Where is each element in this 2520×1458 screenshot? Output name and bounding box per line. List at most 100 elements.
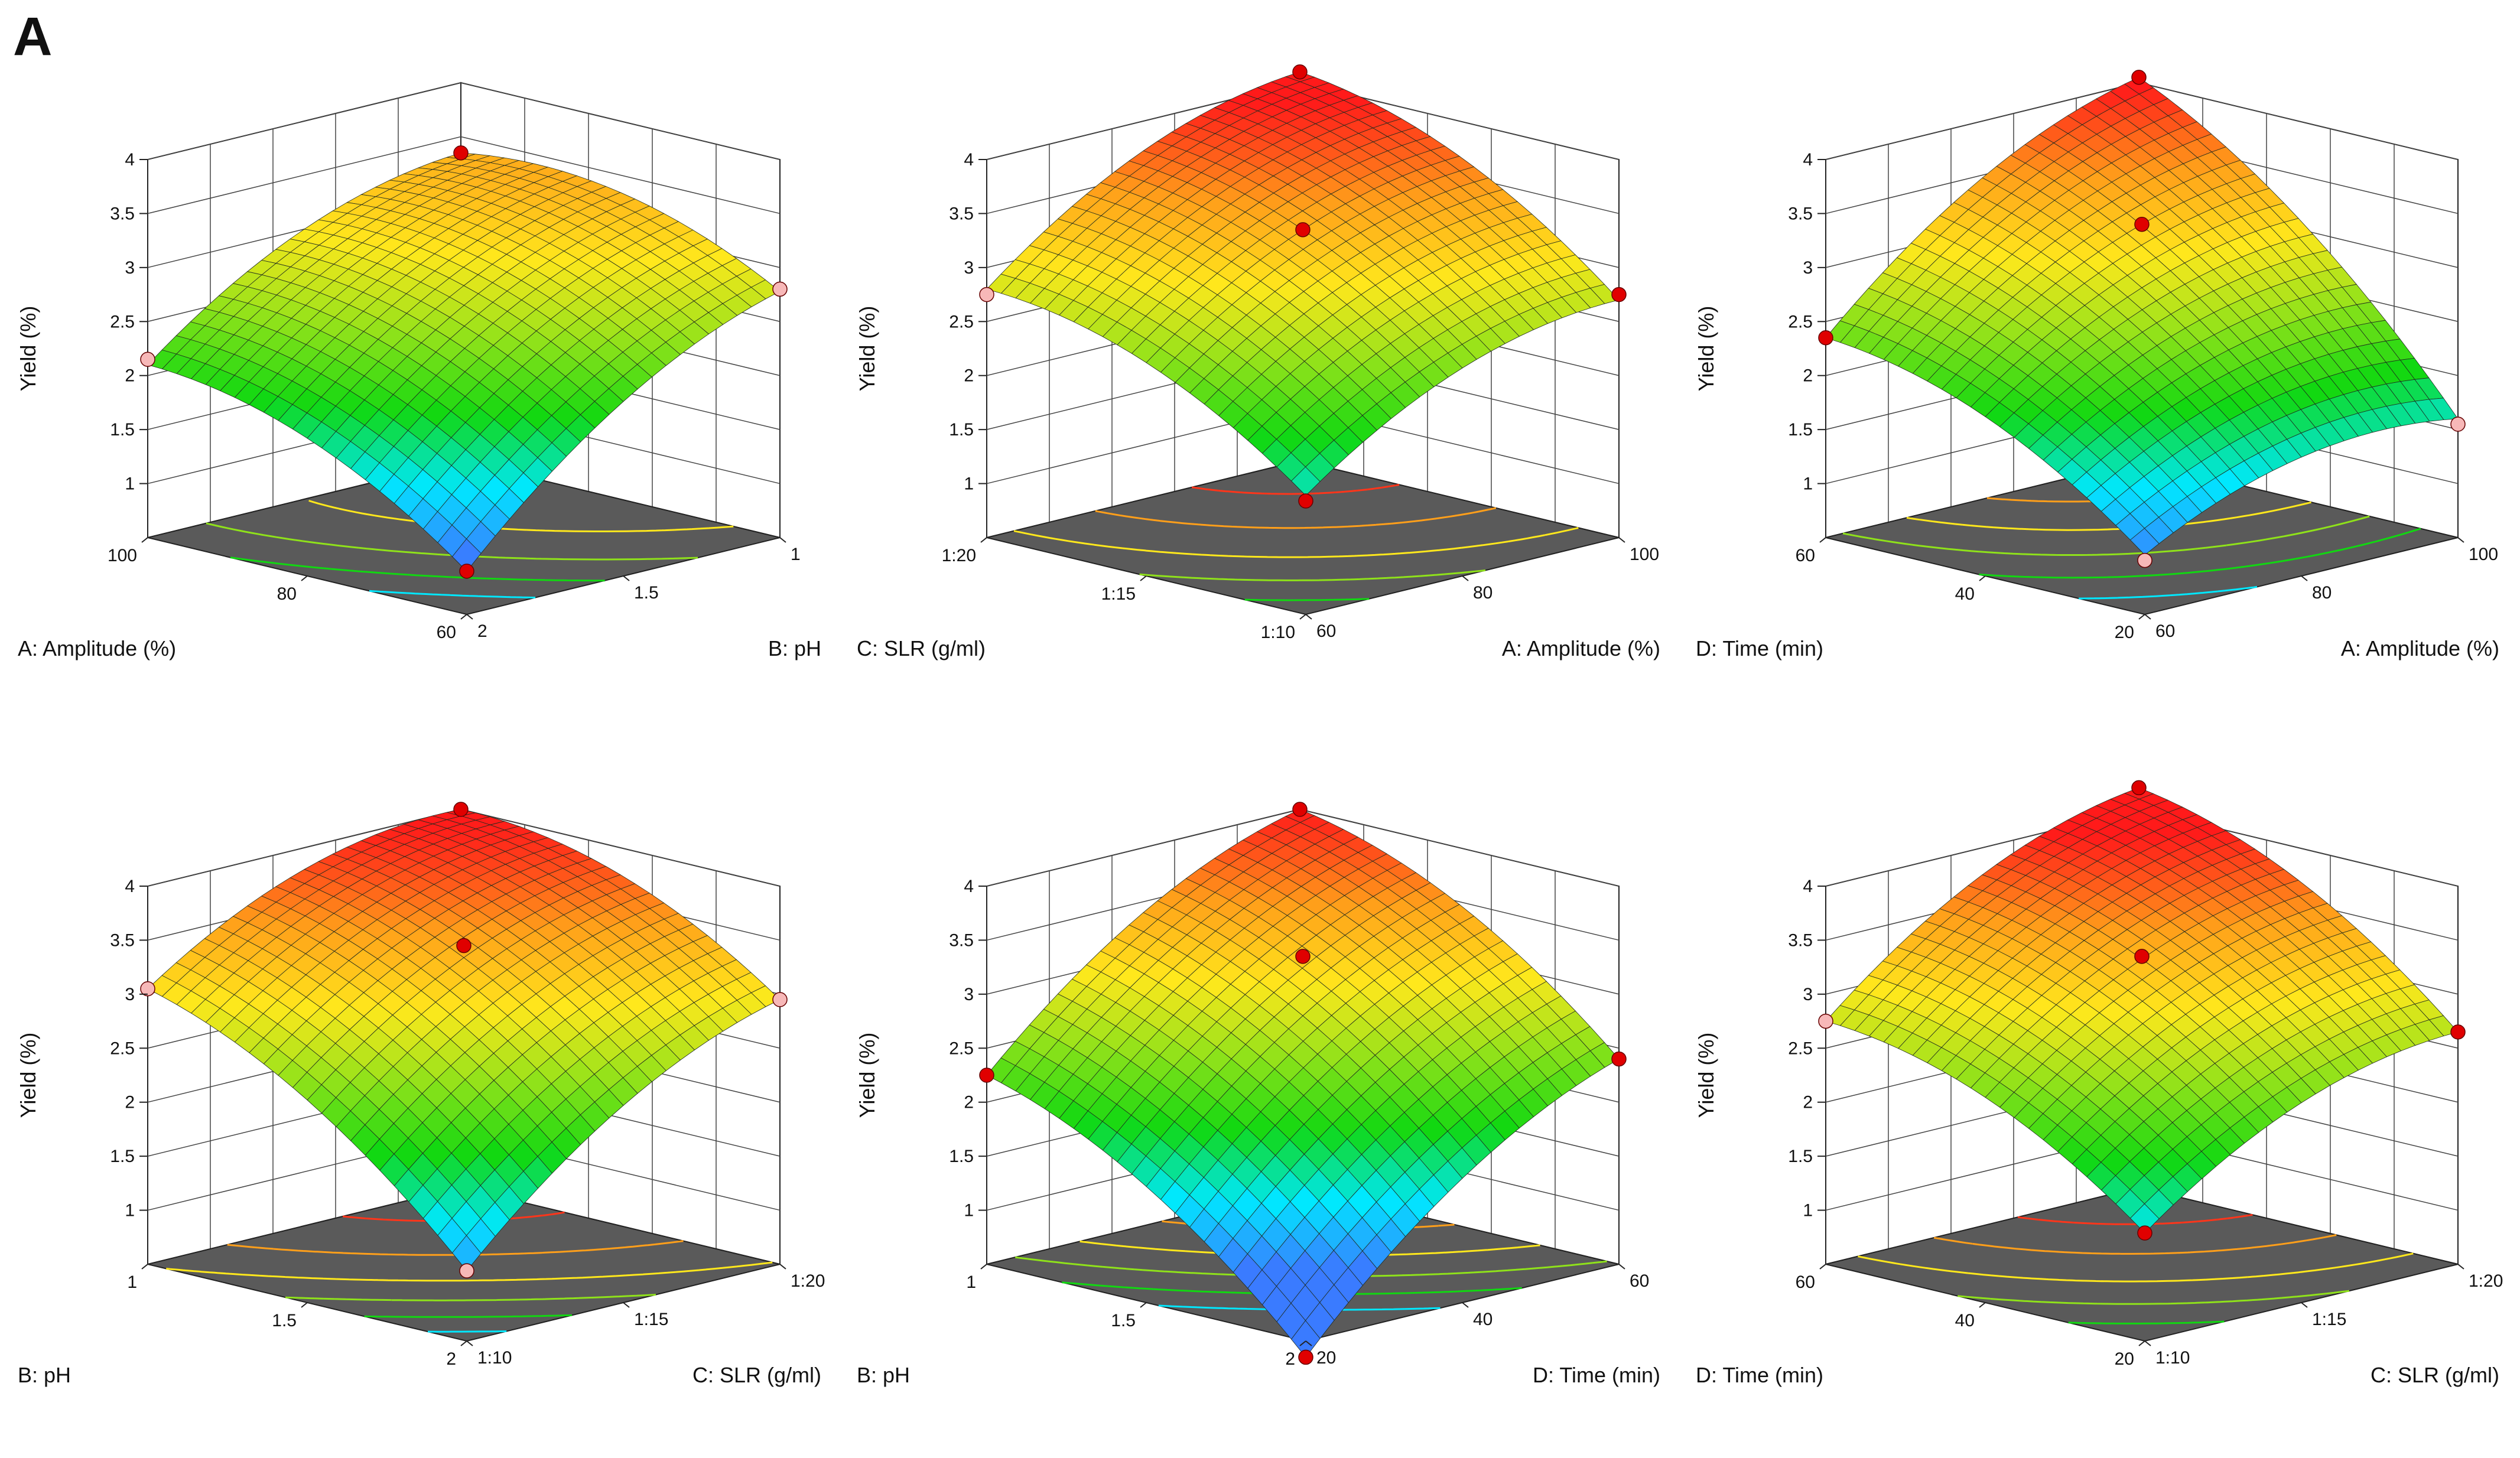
x-tick-label: 20 — [2115, 1349, 2134, 1369]
z-tick-label: 3.5 — [949, 930, 974, 950]
surface-plot-ph-time: 1 1.5 2 2.5 3 3.5 4 Yield (%) 1 1.5 2 B: pH 60 40 20 D:… — [855, 802, 1660, 1387]
y-tick — [1462, 1302, 1469, 1308]
contour-line — [369, 590, 536, 598]
design-point — [1295, 949, 1311, 964]
z-tick-label: 4 — [1803, 877, 1813, 896]
y-tick — [466, 1340, 473, 1346]
design-point — [2131, 70, 2147, 85]
x-tick — [141, 537, 148, 543]
z-tick-label: 1.5 — [1788, 420, 1813, 440]
design-point — [459, 1263, 474, 1278]
x-tick — [1140, 575, 1147, 581]
contour-line — [1933, 1234, 2337, 1255]
z-tick-label: 1.5 — [949, 1147, 974, 1166]
response-surface — [147, 152, 781, 572]
y-tick — [779, 1264, 786, 1270]
x-tick — [301, 1302, 308, 1308]
x-axis-label: D: Time (min) — [1696, 636, 1823, 660]
z-tick-label: 3 — [1803, 985, 1813, 1004]
design-point — [979, 1068, 994, 1083]
z-tick-label: 2 — [1803, 366, 1813, 386]
y-axis-label: A: Amplitude (%) — [1502, 636, 1660, 660]
x-tick — [1299, 1340, 1306, 1346]
contour-line — [1191, 484, 1400, 495]
contour-line — [1979, 528, 2421, 579]
y-tick — [779, 537, 786, 543]
y-tick-label: 1:15 — [634, 1310, 668, 1329]
z-tick-label: 3.5 — [949, 204, 974, 223]
y-tick — [2457, 1264, 2464, 1270]
response-surface — [1825, 77, 2459, 555]
z-tick-label: 2 — [964, 366, 974, 386]
y-tick — [1462, 575, 1469, 581]
y-tick-label: 1:15 — [2312, 1310, 2346, 1329]
design-point — [140, 352, 155, 367]
response-surface — [1825, 787, 2459, 1234]
design-point — [2450, 1024, 2466, 1040]
design-point — [2137, 1225, 2152, 1241]
x-tick-label: 100 — [108, 546, 137, 565]
design-point — [1818, 330, 1833, 346]
design-point — [1295, 222, 1311, 237]
design-point — [2450, 416, 2466, 432]
design-point — [456, 938, 472, 953]
y-tick-label: 2 — [477, 621, 487, 641]
z-tick-label: 1 — [1803, 1201, 1813, 1221]
x-axis-label: B: pH — [18, 1363, 71, 1387]
z-axis-label: Yield (%) — [16, 1033, 40, 1118]
z-tick-label: 2 — [1803, 1093, 1813, 1112]
y-tick — [2301, 1302, 2308, 1308]
x-tick — [1819, 1264, 1826, 1270]
surface-plot-time-amplitude: 1 1.5 2 2.5 3 3.5 4 Yield (%) 60 40 20 D: Time (min… — [1694, 70, 2499, 660]
wall-gridline — [147, 82, 781, 160]
design-point — [979, 287, 994, 302]
z-tick-label: 1 — [125, 474, 135, 494]
contour-line — [1858, 1252, 2414, 1283]
design-point — [1298, 1349, 1313, 1365]
y-tick-label: 60 — [1316, 621, 1336, 641]
x-tick-label: 60 — [1796, 1273, 1815, 1292]
contour-line — [1095, 507, 1497, 529]
z-tick-label: 4 — [964, 877, 974, 896]
x-tick — [980, 537, 987, 543]
z-tick-label: 1.5 — [949, 420, 974, 440]
y-tick-label: 80 — [2312, 583, 2332, 603]
surface-plot-amplitude-ph: 1 1.5 2 2.5 3 3.5 4 Yield (%) 100 80 60 A: Amplitud… — [16, 82, 821, 660]
design-point — [1818, 1013, 1833, 1029]
contour-line — [1139, 569, 1486, 581]
z-tick-label: 3.5 — [110, 930, 135, 950]
z-tick-label: 2 — [125, 1093, 135, 1112]
surface-plot-time-slr: 1 1.5 2 2.5 3 3.5 4 Yield (%) 60 40 20 D: Time (min… — [1694, 780, 2503, 1387]
z-axis-label: Yield (%) — [855, 1033, 879, 1118]
design-point — [1611, 1051, 1627, 1067]
y-tick-label: 80 — [1473, 583, 1493, 603]
design-point — [772, 281, 788, 297]
x-tick-label: 60 — [1796, 546, 1815, 565]
y-tick — [623, 1302, 630, 1308]
response-surface — [147, 809, 781, 1271]
y-tick — [1618, 1264, 1625, 1270]
z-tick-label: 1.5 — [110, 420, 135, 440]
z-tick-label: 2.5 — [949, 1039, 974, 1058]
z-tick-label: 1 — [125, 1201, 135, 1221]
design-point — [140, 981, 155, 997]
x-tick-label: 60 — [437, 623, 456, 642]
design-point — [1611, 287, 1627, 302]
z-tick-label: 3.5 — [110, 204, 135, 223]
contour-line — [2079, 585, 2258, 600]
z-tick-label: 4 — [125, 150, 135, 170]
y-tick — [1305, 614, 1312, 620]
z-axis-label: Yield (%) — [16, 306, 40, 392]
z-tick-label: 3 — [964, 258, 974, 278]
x-tick-label: 1 — [127, 1273, 137, 1292]
x-tick — [1979, 1302, 1986, 1308]
surface-plot-ph-slr: 1 1.5 2 2.5 3 3.5 4 Yield (%) 1 1.5 2 B: pH 1:20 1:15… — [16, 802, 825, 1387]
z-tick-label: 3 — [964, 985, 974, 1004]
z-tick-label: 2.5 — [1788, 312, 1813, 331]
x-tick-label: 1:15 — [1101, 584, 1136, 604]
contour-line — [2068, 1320, 2225, 1324]
x-tick — [980, 1264, 987, 1270]
y-tick-label: 1:20 — [2469, 1271, 2503, 1291]
contour-line — [1958, 1290, 2350, 1305]
y-tick — [2457, 537, 2464, 543]
